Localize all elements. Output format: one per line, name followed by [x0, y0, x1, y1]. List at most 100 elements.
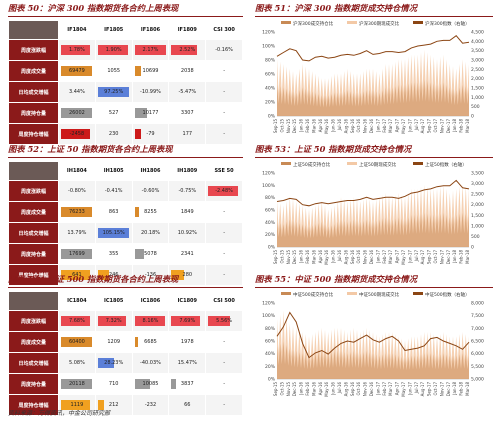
table-cell: 28.23%: [94, 352, 133, 374]
x-tick: Nov-17: [439, 382, 444, 397]
table-cell: 105.15%: [94, 222, 133, 244]
cell-value: 7.69%: [179, 318, 196, 324]
y-tick-right: 6,500: [471, 339, 484, 345]
table-cell: -: [205, 123, 243, 145]
x-tick: Mar-17: [388, 250, 393, 264]
row-label: 周度涨跌幅: [8, 180, 59, 202]
cell-value: 280: [182, 272, 193, 278]
cell-value: 1978: [180, 339, 194, 345]
table-cell: 5078: [131, 243, 170, 265]
column-header: IF1809: [168, 20, 207, 40]
cell-value: -10.99%: [140, 89, 161, 95]
table-cell: 7.68%: [58, 310, 96, 332]
x-tick: Oct-15: [279, 382, 284, 396]
table-row: 周度持仓增幅 1119 212 -232 66 -: [8, 394, 243, 416]
cell-value: -0.41%: [104, 188, 123, 194]
header-corner: [8, 161, 59, 181]
row-label: 周度成交量: [8, 201, 59, 223]
data-bar: [61, 129, 90, 139]
table-row: 日均成交增幅 3.44% 97.25% -10.99% -5.47% -: [8, 81, 243, 103]
data-bar: [171, 379, 177, 389]
x-tick: Jul-16: [337, 250, 342, 263]
row-label: 日均成交增幅: [8, 222, 59, 244]
data-bar: [61, 270, 90, 280]
row-label: 周度成交量: [8, 60, 59, 82]
y-tick-left: 0%: [268, 114, 276, 120]
legend-swatch: [281, 21, 291, 24]
y-tick-right: 8,000: [471, 301, 484, 307]
table-row: 周度涨跌幅 7.68% 7.32% 8.16% 7.69% 5.56%: [8, 310, 243, 332]
column-header: CSI 300: [205, 20, 243, 40]
table-cell: -79: [131, 123, 170, 145]
x-tick: Sep-15: [273, 250, 278, 265]
row-label: 周度涨跌幅: [8, 310, 59, 332]
y-tick-left: 80%: [265, 326, 276, 332]
cell-value: -: [223, 272, 225, 278]
x-tick: Dec-17: [446, 119, 451, 134]
x-tick: Nov-15: [286, 250, 291, 265]
y-tick-right: 500: [471, 104, 480, 110]
x-tick: Dec-16: [369, 119, 374, 134]
data-bar: [61, 108, 93, 118]
x-tick: Jan-18: [452, 382, 457, 396]
table-row: 周度持仓量 20118 710 10085 3837 -: [8, 373, 243, 395]
y-tick-left: 0%: [268, 245, 276, 251]
x-tick: Feb-16: [305, 250, 310, 264]
cell-value: 1.90%: [105, 47, 122, 53]
table-cell: -: [205, 201, 243, 223]
x-tick: Jun-16: [331, 382, 336, 396]
column-header: IF1804: [58, 20, 96, 40]
x-tick: Jun-16: [331, 119, 336, 133]
data-bar: [171, 270, 185, 280]
cell-value: 1209: [107, 339, 121, 345]
table-cell: 1978: [168, 331, 207, 353]
data-bar: [61, 400, 90, 410]
column-header: IH1809: [168, 161, 207, 181]
table-cell: 10177: [131, 102, 170, 124]
x-tick: Apr-17: [395, 382, 400, 396]
table-title-rule: [8, 16, 243, 17]
x-tick: Mar-17: [388, 119, 393, 133]
x-tick: Oct-16: [356, 250, 361, 264]
table-cell: -5.47%: [168, 81, 207, 103]
x-tick: Jan-18: [452, 119, 457, 133]
table-cell: 6685: [131, 331, 170, 353]
x-tick: Sep-17: [427, 250, 432, 265]
x-tick: Apr-17: [395, 119, 400, 133]
cell-value: 105.15%: [102, 230, 125, 236]
cell-value: -: [223, 209, 225, 215]
row-label: 日均成交增幅: [8, 81, 59, 103]
table-cell: 13.79%: [58, 222, 96, 244]
data-bar: [61, 379, 93, 389]
x-tick: Jul-17: [414, 250, 419, 263]
legend-label: 沪深300成交持仓比: [293, 20, 334, 27]
table-row: 周度持仓增幅 -2458 230 -79 177 -: [8, 123, 243, 145]
cell-value: 212: [108, 402, 119, 408]
x-tick: Mar-16: [311, 119, 316, 133]
table-cell: 1.78%: [58, 39, 96, 61]
cell-value: 5.56%: [216, 318, 233, 324]
chart-title-55: 图表 55：中证 500 指数期货成交持仓情况: [255, 274, 417, 284]
data-bar: [134, 108, 148, 118]
table-cell: 8.16%: [131, 310, 170, 332]
table-cell: 7.69%: [168, 310, 207, 332]
table-cell: -: [205, 331, 243, 353]
area-series-ratio-1: [277, 341, 469, 379]
row-label: 周度持仓量: [8, 102, 59, 124]
cell-value: 355: [108, 251, 119, 257]
x-tick: Jun-17: [407, 119, 412, 133]
header-corner: [8, 291, 59, 311]
cell-value: 20118: [68, 381, 85, 387]
y-tick-right: 0: [471, 245, 474, 251]
x-tick: Jun-17: [407, 250, 412, 264]
cell-value: 10699: [142, 68, 159, 74]
cell-value: 2.52%: [179, 47, 196, 53]
data-bar: [134, 316, 165, 326]
y-tick-left: 100%: [262, 313, 276, 319]
x-tick: Jul-16: [337, 382, 342, 395]
chart-title-53: 图表 53：上证 50 指数期货成交持仓情况: [255, 144, 412, 154]
column-header: IF1805: [94, 20, 133, 40]
table-cell: 1849: [168, 201, 207, 223]
x-tick: Nov-16: [363, 119, 368, 134]
x-tick: Dec-15: [292, 250, 297, 265]
